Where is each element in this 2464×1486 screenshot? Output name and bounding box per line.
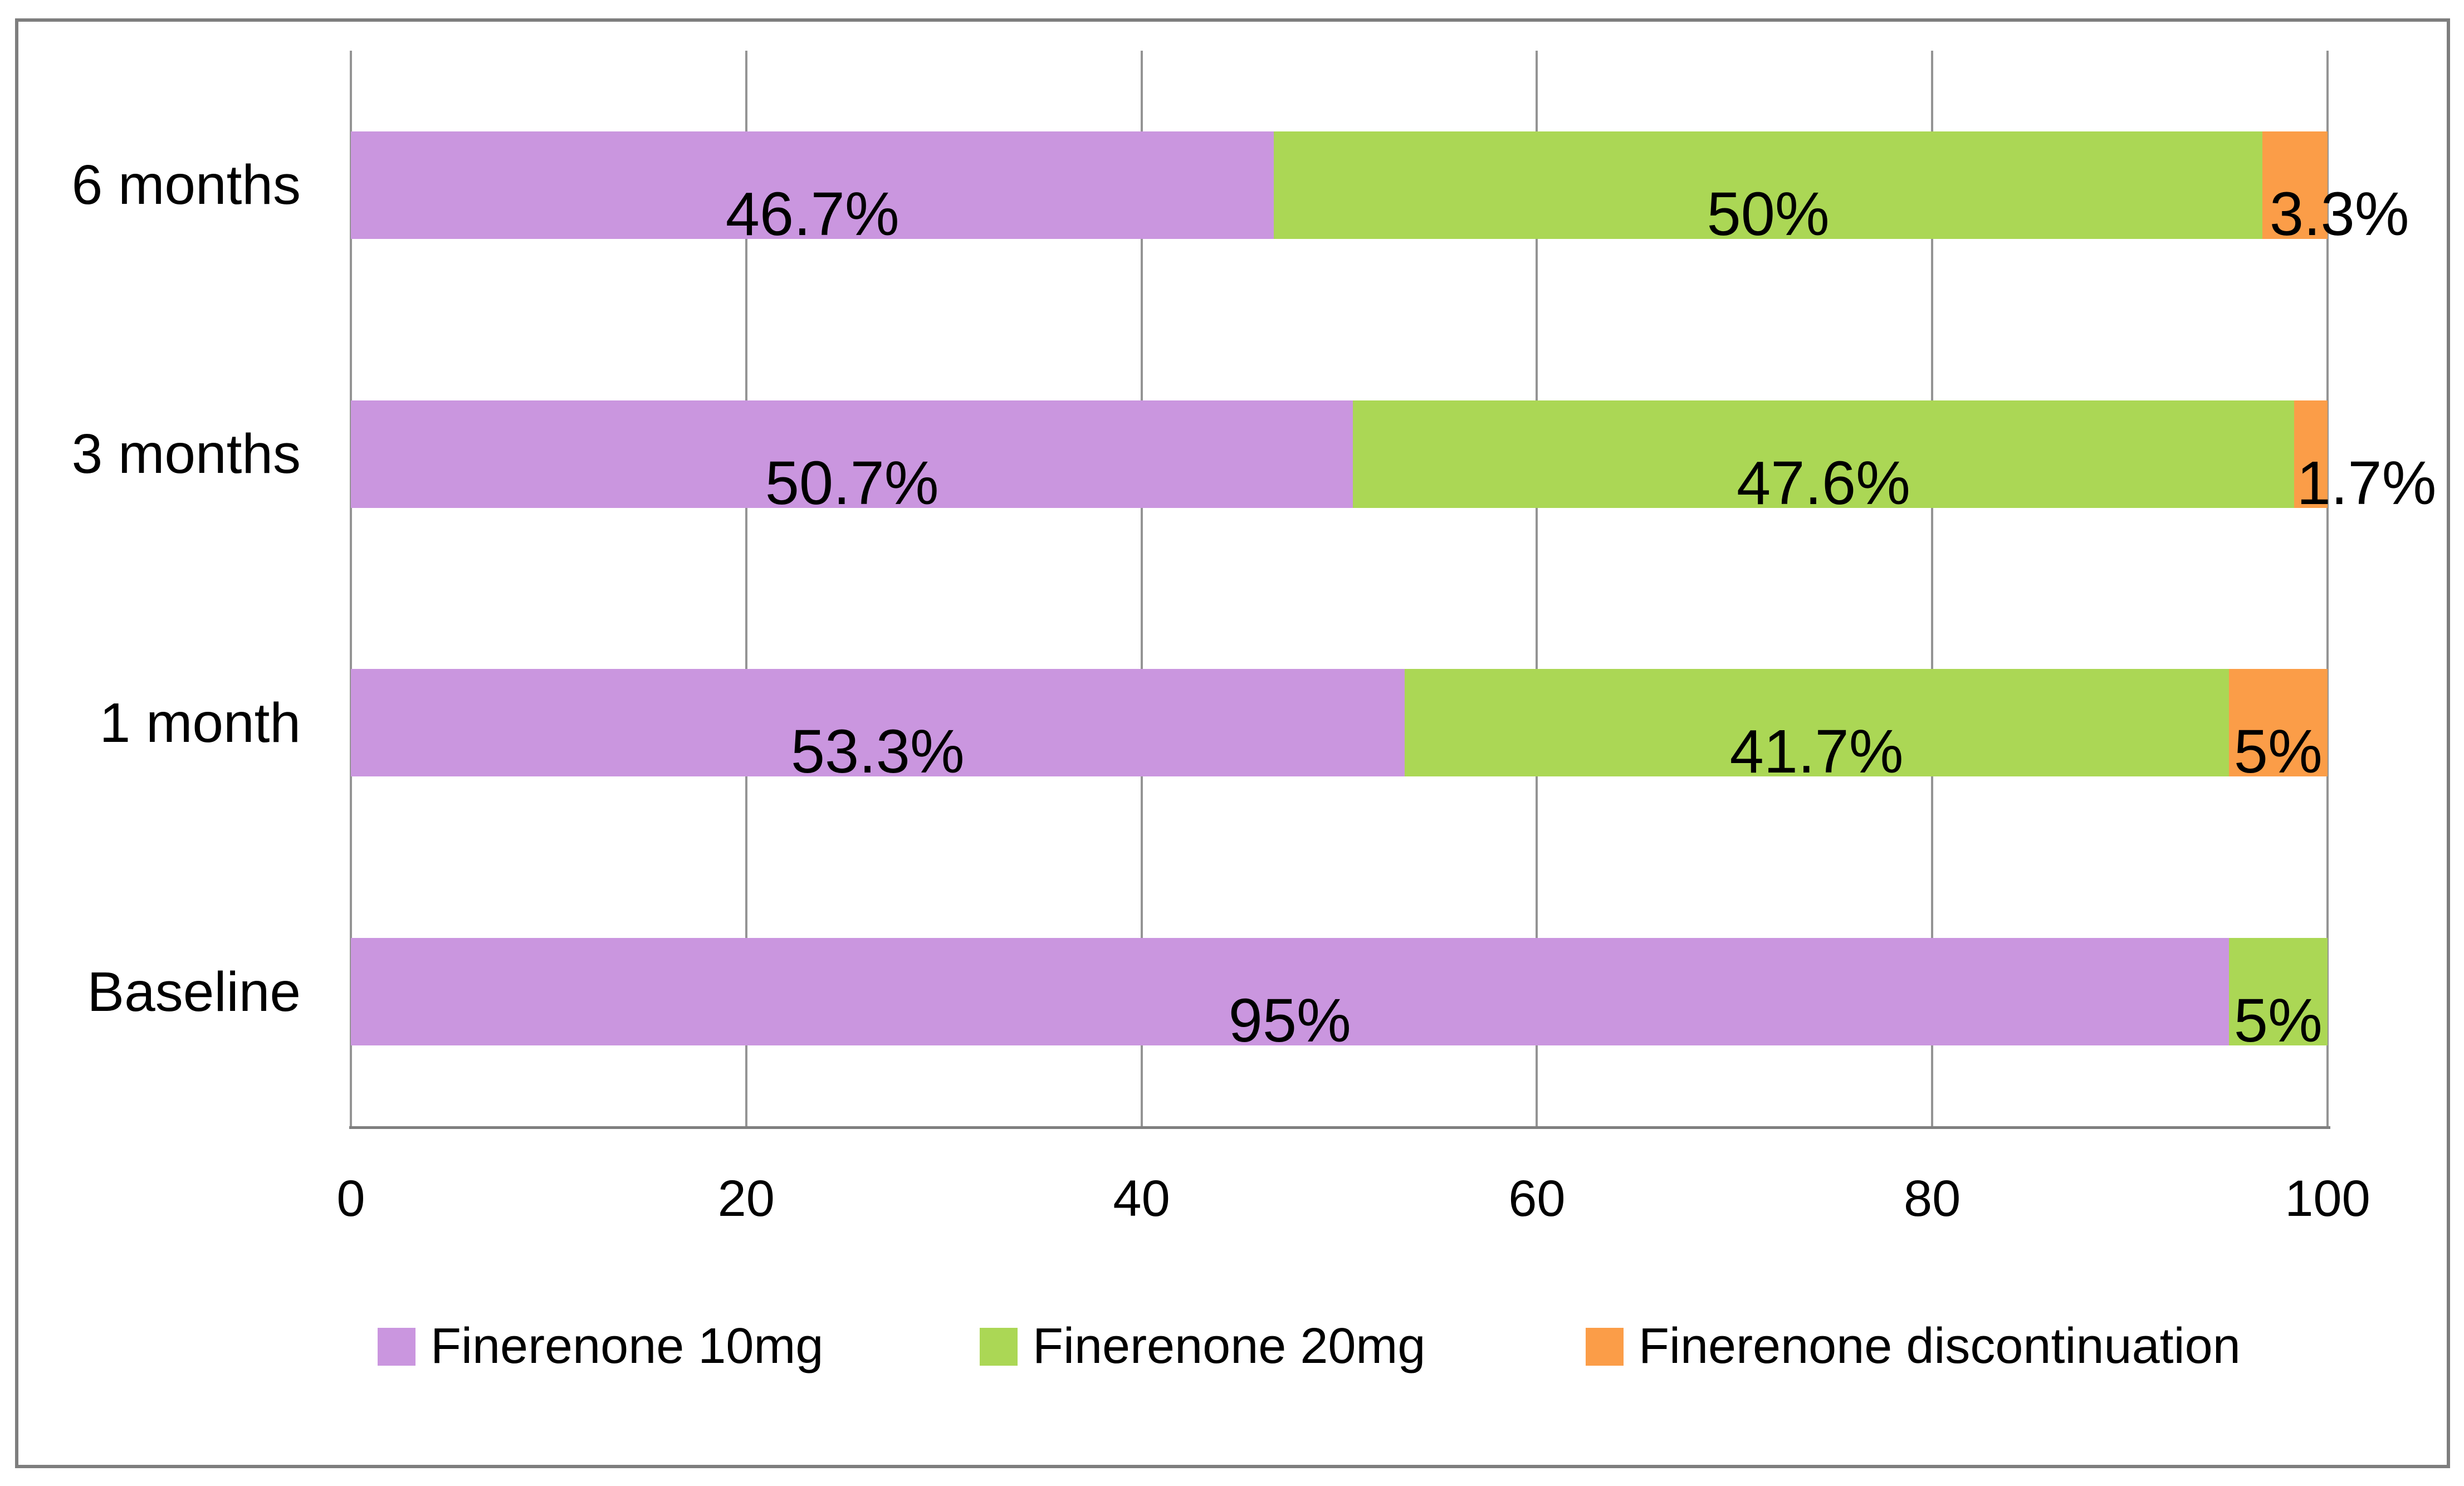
legend-label: Finerenone 10mg xyxy=(431,1318,824,1374)
legend-label: Finerenone 20mg xyxy=(1033,1318,1426,1374)
category-label: 3 months xyxy=(71,423,301,486)
category-label: 6 months xyxy=(71,154,301,217)
bar-segment xyxy=(2228,669,2328,777)
data-label: 53.3% xyxy=(790,717,965,786)
data-label: 50.7% xyxy=(765,448,939,517)
legend-label: Finerenone discontinuation xyxy=(1639,1318,2241,1374)
category-label: Baseline xyxy=(87,960,301,1023)
bar-segment xyxy=(351,669,1405,777)
bar-segment xyxy=(2228,938,2328,1046)
gridline xyxy=(1931,51,1934,1126)
bar-segment xyxy=(1404,669,2229,777)
x-axis-line xyxy=(349,1126,2330,1129)
x-tick-label: 60 xyxy=(1508,1170,1566,1227)
bar-segment xyxy=(2262,131,2328,239)
data-label: 5% xyxy=(2233,717,2323,786)
gridline xyxy=(350,51,352,1126)
gridline xyxy=(2326,51,2329,1126)
category-label: 1 month xyxy=(99,691,301,754)
bar-segment xyxy=(351,938,2229,1046)
bar-segment xyxy=(1274,131,2262,239)
data-label: 3.3% xyxy=(2269,179,2409,248)
bar-segment xyxy=(351,400,1353,508)
data-label: 5% xyxy=(2233,986,2323,1055)
data-label: 95% xyxy=(1228,986,1351,1055)
x-tick-label: 100 xyxy=(2285,1170,2370,1227)
data-label: 1.7% xyxy=(2296,448,2437,517)
data-label: 46.7% xyxy=(725,179,899,248)
data-label: 50% xyxy=(1707,179,1830,248)
gridline xyxy=(1140,51,1143,1126)
x-tick-label: 0 xyxy=(336,1170,365,1227)
bar-segment xyxy=(351,131,1274,239)
data-label: 47.6% xyxy=(1737,448,1910,517)
x-tick-label: 40 xyxy=(1113,1170,1170,1227)
x-tick-label: 20 xyxy=(717,1170,775,1227)
legend-swatch-finerenone-20mg-icon xyxy=(980,1328,1018,1366)
bar-segment xyxy=(2294,400,2328,508)
data-label: 41.7% xyxy=(1729,717,1904,786)
gridline xyxy=(745,51,747,1126)
bar-segment xyxy=(1353,400,2294,508)
x-tick-label: 80 xyxy=(1904,1170,1961,1227)
gridline xyxy=(1536,51,1538,1126)
legend-swatch-finerenone-discontinuation-icon xyxy=(1586,1328,1624,1366)
legend-swatch-finerenone-10mg-icon xyxy=(378,1328,415,1366)
